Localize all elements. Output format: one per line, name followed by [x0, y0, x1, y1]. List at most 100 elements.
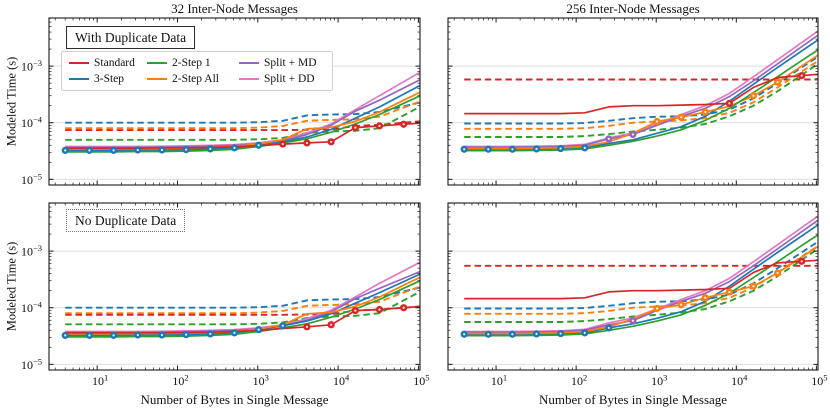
- legend-line-sample: [147, 77, 167, 81]
- series-lines: [460, 215, 818, 338]
- axes-frame: [447, 17, 819, 186]
- tick-label: 10−3: [21, 243, 42, 259]
- series-2-step-1-solid: [65, 95, 420, 153]
- x-axis-label-left: Number of Bytes in Single Message: [140, 392, 329, 407]
- marker-center-dot: [752, 285, 755, 288]
- axis-ticks: [448, 202, 818, 370]
- marker-center-dot: [281, 324, 284, 327]
- axis-ticks: [49, 202, 420, 370]
- marker-center-dot: [402, 123, 405, 126]
- marker-center-dot: [305, 325, 309, 328]
- series-2-step-1-dashed: [65, 105, 420, 141]
- marker-center-dot: [354, 126, 357, 129]
- series-2-step-1-solid: [65, 280, 420, 338]
- axis-ticks: [49, 17, 420, 185]
- annotation-no-duplicate-data: No Duplicate Data: [66, 209, 186, 232]
- tick-label: 104: [333, 373, 350, 389]
- marker-center-dot: [800, 74, 803, 77]
- marker-center-dot: [160, 333, 164, 337]
- marker-center-dot: [583, 331, 586, 334]
- marker-center-dot: [64, 149, 67, 152]
- marker-center-dot: [136, 148, 139, 152]
- tick-label: 102: [571, 373, 587, 389]
- series-2-step-all-solid: [464, 54, 818, 150]
- series-3-step-solid: [464, 39, 818, 151]
- series-standard-dashed: [65, 120, 420, 132]
- marker-center-dot: [680, 116, 683, 119]
- series-standard-solid: [65, 122, 420, 150]
- legend-line-sample: [239, 77, 259, 81]
- tick-label: 101: [491, 373, 507, 389]
- legend-item-split-dd: Split + DD: [239, 71, 325, 87]
- series-2-step-all-solid: [65, 276, 420, 335]
- legend: Standard 3-Step 2-Step 1 2-Step All Split + …: [61, 51, 333, 91]
- series-2-step-1-dashed: [464, 248, 818, 323]
- marker-center-dot: [463, 333, 466, 336]
- marker-center-dot: [752, 94, 755, 97]
- tick-label: 101: [92, 373, 108, 389]
- series-2-step-all-dashed: [464, 245, 818, 315]
- marker-center-dot: [463, 148, 466, 151]
- marker-center-dot: [776, 271, 779, 275]
- series-standard-solid: [65, 305, 420, 334]
- marker-center-dot: [257, 144, 260, 147]
- legend-item-standard: Standard: [69, 55, 147, 71]
- marker-center-dot: [330, 323, 333, 326]
- tick-label: 10−4: [21, 300, 43, 316]
- tick-label: 103: [651, 373, 667, 389]
- marker-center-dot: [378, 124, 381, 127]
- marker-center-dot: [257, 328, 260, 331]
- series-2-step-all-dashed: [65, 100, 420, 130]
- legend-label: Split + MD: [264, 57, 317, 69]
- subplot-title-right: 256 Inter-Node Messages: [566, 1, 700, 16]
- series-split-dd-solid: [65, 71, 420, 148]
- marker-center-dot: [281, 142, 284, 146]
- x-axis-label-right: Number of Bytes in Single Message: [538, 392, 728, 407]
- legend-label: Standard: [94, 57, 135, 69]
- subplot-title-left: 32 Inter-Node Messages: [171, 1, 298, 16]
- axis-ticks: [448, 17, 818, 185]
- series-lines: [61, 261, 420, 339]
- marker-center-dot: [378, 308, 381, 311]
- series-2-step-1-dashed: [65, 290, 420, 326]
- marker-center-dot: [330, 140, 333, 143]
- subplot-top-left: 10−5 10−4 10−3: [21, 17, 421, 187]
- marker-center-dot: [704, 110, 707, 114]
- series-standard-solid: [464, 259, 818, 300]
- marker-center-dot: [233, 331, 236, 334]
- series-2-step-1-solid: [464, 49, 818, 152]
- marker-center-dot: [402, 306, 405, 309]
- marker-center-dot: [305, 141, 309, 145]
- axes-frame: [48, 17, 421, 186]
- marker-center-dot: [535, 332, 538, 335]
- tick-label: 10−3: [21, 58, 42, 74]
- series-2-step-all-solid: [464, 245, 818, 335]
- marker-center-dot: [64, 334, 67, 337]
- series-split-md-solid: [464, 219, 818, 334]
- marker-center-dot: [209, 332, 212, 335]
- legend-label: 3-Step: [94, 73, 125, 85]
- axes-frame: [447, 202, 819, 371]
- marker-center-dot: [655, 120, 659, 123]
- marker-center-dot: [559, 147, 562, 150]
- marker-center-dot: [354, 309, 357, 312]
- marker-center-dot: [800, 260, 803, 263]
- tick-label: 103: [253, 373, 269, 389]
- marker-center-dot: [88, 334, 91, 337]
- marker-center-dot: [112, 334, 115, 337]
- marker-center-dot: [559, 332, 562, 335]
- y-axis-label-top: Modeled Time (s): [4, 56, 19, 147]
- tick-label: 105: [413, 373, 429, 389]
- series-2-step-1-solid: [464, 234, 818, 337]
- marker-center-dot: [511, 148, 514, 151]
- marker-center-dot: [728, 102, 731, 105]
- marker-center-dot: [511, 333, 514, 336]
- legend-label: Split + DD: [264, 73, 315, 85]
- legend-label: 2-Step 1: [172, 57, 211, 69]
- series-2-step-all-dashed: [464, 60, 818, 130]
- tick-label: 105: [811, 373, 827, 389]
- series-lines: [61, 71, 420, 154]
- marker-center-dot: [631, 133, 635, 136]
- marker-center-dot: [88, 149, 91, 152]
